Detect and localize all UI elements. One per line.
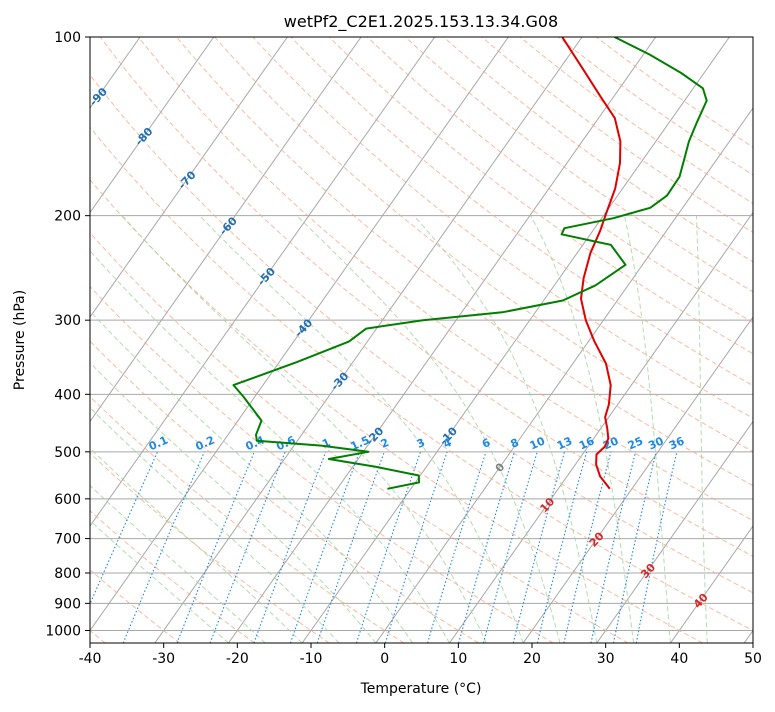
y-tick-label: 100: [54, 30, 81, 46]
x-tick-label: -30: [152, 651, 175, 667]
x-tick-label: -20: [226, 651, 249, 667]
x-tick-label: 30: [597, 651, 615, 667]
x-tick-label: 40: [670, 651, 688, 667]
y-tick-label: 700: [54, 532, 81, 548]
chart-title: wetPf2_C2E1.2025.153.13.34.G08: [284, 12, 558, 32]
x-tick-label: -40: [79, 651, 102, 667]
y-tick-label: 300: [54, 313, 81, 329]
y-tick-label: 600: [54, 492, 81, 508]
y-tick-label: 200: [54, 209, 81, 225]
x-tick-label: -10: [300, 651, 323, 667]
x-tick-label: 20: [523, 651, 541, 667]
y-tick-label: 500: [54, 445, 81, 461]
y-tick-label: 400: [54, 387, 81, 403]
x-tick-label: 50: [744, 651, 762, 667]
y-tick-label: 800: [54, 566, 81, 582]
x-axis-label: Temperature (°C): [360, 681, 482, 697]
y-axis-label: Pressure (hPa): [12, 290, 28, 390]
x-tick-label: 0: [380, 651, 389, 667]
x-tick-label: 10: [449, 651, 467, 667]
y-tick-label: 900: [54, 596, 81, 612]
y-tick-label: 1000: [45, 624, 81, 640]
